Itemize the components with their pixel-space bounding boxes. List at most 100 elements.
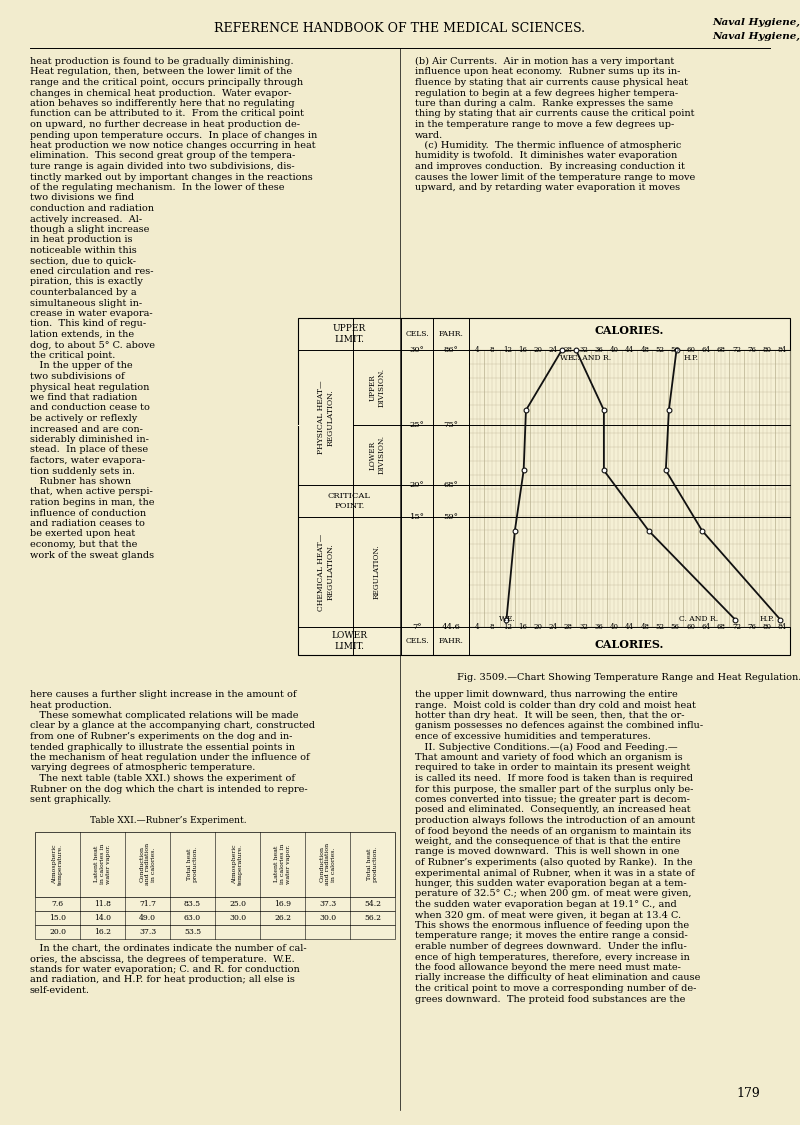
- Text: ence of excessive humidities and temperatures.: ence of excessive humidities and tempera…: [415, 732, 651, 741]
- Text: 64: 64: [702, 623, 710, 631]
- Text: dog, to about 5° C. above: dog, to about 5° C. above: [30, 341, 155, 350]
- Point: [598, 402, 610, 420]
- Text: Total heat
production.: Total heat production.: [187, 846, 198, 882]
- Text: Rubner on the dog which the chart is intended to repre-: Rubner on the dog which the chart is int…: [30, 784, 308, 793]
- Text: In the upper of the: In the upper of the: [30, 361, 133, 370]
- Text: 76: 76: [747, 346, 756, 354]
- Text: simultaneous slight in-: simultaneous slight in-: [30, 298, 142, 307]
- Bar: [35, 831, 395, 897]
- Text: actively increased.  Al-: actively increased. Al-: [30, 215, 142, 224]
- Text: range is moved downward.  This is well shown in one: range is moved downward. This is well sh…: [415, 847, 679, 856]
- Text: 36: 36: [594, 346, 603, 354]
- Text: H.P.: H.P.: [683, 354, 698, 362]
- Text: Atmospheric
temperature.: Atmospheric temperature.: [232, 844, 243, 884]
- Text: the food allowance beyond the mere need must mate-: the food allowance beyond the mere need …: [415, 963, 681, 972]
- Text: 56.2: 56.2: [364, 914, 381, 921]
- Point: [659, 461, 672, 479]
- Text: That amount and variety of food which an organism is: That amount and variety of food which an…: [415, 753, 682, 762]
- Text: CRITICAL
POINT.: CRITICAL POINT.: [328, 493, 371, 510]
- Text: temperature range; it moves the entire range a consid-: temperature range; it moves the entire r…: [415, 932, 688, 940]
- Text: 48: 48: [640, 346, 650, 354]
- Text: 54.2: 54.2: [364, 900, 381, 908]
- Text: 37.3: 37.3: [319, 900, 336, 908]
- Text: erable number of degrees downward.  Under the influ-: erable number of degrees downward. Under…: [415, 942, 686, 951]
- Text: 20.0: 20.0: [49, 928, 66, 936]
- Point: [662, 402, 675, 420]
- Text: 68: 68: [717, 346, 726, 354]
- Text: and radiation ceases to: and radiation ceases to: [30, 519, 145, 528]
- Text: 84: 84: [778, 623, 787, 631]
- Text: section, due to quick-: section, due to quick-: [30, 256, 136, 266]
- Text: tinctly marked out by important changes in the reactions: tinctly marked out by important changes …: [30, 172, 313, 181]
- Text: 24: 24: [549, 623, 558, 631]
- Text: REFERENCE HANDBOOK OF THE MEDICAL SCIENCES.: REFERENCE HANDBOOK OF THE MEDICAL SCIENC…: [214, 21, 586, 35]
- Text: humidity is twofold.  It diminishes water evaporation: humidity is twofold. It diminishes water…: [415, 152, 678, 161]
- Text: 44: 44: [625, 623, 634, 631]
- Text: In the chart, the ordinates indicate the number of cal-: In the chart, the ordinates indicate the…: [30, 944, 306, 953]
- Text: 32: 32: [579, 623, 588, 631]
- Text: ened circulation and res-: ened circulation and res-: [30, 267, 154, 276]
- Text: II. Subjective Conditions.—(a) Food and Feeding.—: II. Subjective Conditions.—(a) Food and …: [415, 742, 678, 752]
- Text: self-evident.: self-evident.: [30, 986, 90, 994]
- Text: heat production.: heat production.: [30, 701, 112, 710]
- Text: 84: 84: [778, 346, 787, 354]
- Text: 12: 12: [502, 346, 512, 354]
- Text: ation behaves so indifferently here that no regulating: ation behaves so indifferently here that…: [30, 99, 294, 108]
- Text: of the regulating mechanism.  In the lower of these: of the regulating mechanism. In the lowe…: [30, 183, 285, 192]
- Text: 16: 16: [518, 623, 527, 631]
- Bar: [298, 318, 790, 655]
- Text: ture range is again divided into two subdivisions, dis-: ture range is again divided into two sub…: [30, 162, 294, 171]
- Text: stead.  In place of these: stead. In place of these: [30, 446, 148, 454]
- Text: 16.2: 16.2: [94, 928, 111, 936]
- Text: when 320 gm. of meat were given, it began at 13.4 C.: when 320 gm. of meat were given, it bega…: [415, 910, 681, 919]
- Text: 52: 52: [655, 623, 665, 631]
- Text: fluence by stating that air currents cause physical heat: fluence by stating that air currents cau…: [415, 78, 688, 87]
- Text: Latent heat
in calories in
water vapor.: Latent heat in calories in water vapor.: [94, 844, 110, 884]
- Text: 44.6: 44.6: [442, 623, 461, 631]
- Text: 83.5: 83.5: [184, 900, 201, 908]
- Text: This shows the enormous influence of feeding upon the: This shows the enormous influence of fee…: [415, 921, 689, 930]
- Text: of food beyond the needs of an organism to maintain its: of food beyond the needs of an organism …: [415, 827, 691, 836]
- Text: thing by stating that air currents cause the critical point: thing by stating that air currents cause…: [415, 109, 694, 118]
- Text: here causes a further slight increase in the amount of: here causes a further slight increase in…: [30, 690, 297, 699]
- Text: Conduction
and radiation
in calories.: Conduction and radiation in calories.: [139, 844, 156, 885]
- Text: 56: 56: [671, 346, 680, 354]
- Text: UPPER
LIMIT.: UPPER LIMIT.: [333, 324, 366, 344]
- Text: the critical point to move a corresponding number of de-: the critical point to move a correspondi…: [415, 984, 696, 993]
- Point: [670, 341, 683, 359]
- Text: 60: 60: [686, 623, 695, 631]
- Text: heat production we now notice changes occurring in heat: heat production we now notice changes oc…: [30, 141, 316, 150]
- Text: 80: 80: [762, 346, 771, 354]
- Text: and conduction cease to: and conduction cease to: [30, 404, 150, 413]
- Text: is called its need.  If more food is taken than is required: is called its need. If more food is take…: [415, 774, 693, 783]
- Text: heat production is found to be gradually diminishing.: heat production is found to be gradually…: [30, 57, 294, 66]
- Text: conduction and radiation: conduction and radiation: [30, 204, 154, 213]
- Text: W.E.: W.E.: [560, 354, 577, 362]
- Text: physical heat regulation: physical heat regulation: [30, 382, 150, 391]
- Text: the critical point.: the critical point.: [30, 351, 115, 360]
- Text: the mechanism of heat regulation under the influence of: the mechanism of heat regulation under t…: [30, 753, 310, 762]
- Text: 8: 8: [490, 623, 494, 631]
- Text: production always follows the introduction of an amount: production always follows the introducti…: [415, 816, 695, 825]
- Text: sent graphically.: sent graphically.: [30, 795, 111, 804]
- Point: [500, 611, 513, 629]
- Text: 53.5: 53.5: [184, 928, 201, 936]
- Text: CELS.: CELS.: [405, 330, 429, 338]
- Text: piration, this is exactly: piration, this is exactly: [30, 278, 143, 287]
- Text: stands for water evaporation; C. and R. for conduction: stands for water evaporation; C. and R. …: [30, 965, 300, 974]
- Text: 59°: 59°: [443, 513, 458, 521]
- Text: changes in chemical heat production.  Water evapor-: changes in chemical heat production. Wat…: [30, 89, 291, 98]
- Text: CELS.: CELS.: [405, 637, 429, 645]
- Text: be actively or reflexly: be actively or reflexly: [30, 414, 138, 423]
- Text: 36: 36: [594, 623, 603, 631]
- Point: [519, 402, 532, 420]
- Text: 30.0: 30.0: [229, 914, 246, 921]
- Text: Atmospheric
temperature.: Atmospheric temperature.: [52, 844, 63, 884]
- Text: 60: 60: [686, 346, 695, 354]
- Text: CHEMICAL HEAT—
REGULATION.: CHEMICAL HEAT— REGULATION.: [317, 533, 334, 611]
- Text: required to take in order to maintain its present weight: required to take in order to maintain it…: [415, 764, 690, 773]
- Text: 24: 24: [549, 346, 558, 354]
- Text: experimental animal of Rubner, when it was in a state of: experimental animal of Rubner, when it w…: [415, 868, 694, 878]
- Text: regulation to begin at a few degrees higher tempera-: regulation to begin at a few degrees hig…: [415, 89, 678, 98]
- Text: the sudden water evaporation began at 19.1° C., and: the sudden water evaporation began at 19…: [415, 900, 677, 909]
